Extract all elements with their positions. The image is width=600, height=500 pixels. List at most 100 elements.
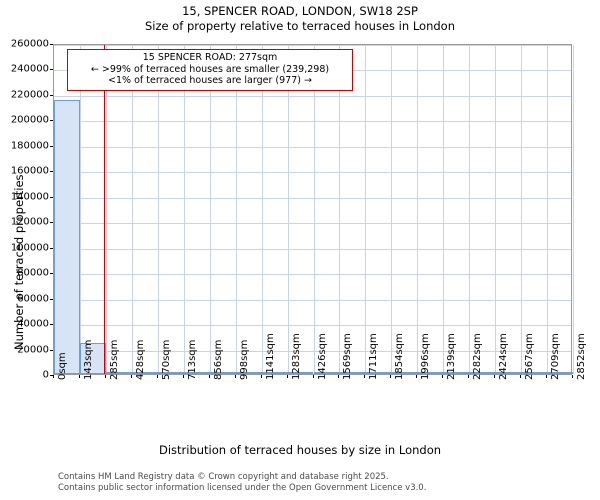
bar: [183, 372, 210, 374]
y-axis-tick-label: 240000: [10, 63, 49, 75]
y-axis-tick-mark: [50, 94, 53, 96]
gridline-vertical: [495, 45, 497, 374]
x-axis-tick-mark: [260, 375, 262, 378]
x-axis-tick-label: 2424sqm: [498, 333, 510, 380]
gridline-horizontal: [54, 172, 571, 174]
footer-line-2: Contains public sector information licen…: [58, 482, 427, 493]
gridline-horizontal: [54, 274, 571, 276]
x-axis-tick-label: 428sqm: [134, 339, 146, 380]
chart-title-block: 15, SPENCER ROAD, LONDON, SW18 2SP Size …: [0, 4, 600, 34]
x-axis-tick-label: 2139sqm: [446, 333, 458, 380]
gridline-vertical: [183, 45, 185, 374]
y-axis-tick-mark: [50, 298, 53, 300]
x-axis-tick-mark: [104, 375, 106, 378]
footer-attribution: Contains HM Land Registry data © Crown c…: [58, 472, 426, 493]
gridline-vertical: [235, 45, 237, 374]
bar: [391, 372, 418, 374]
annotation-line-1: 15 SPENCER ROAD: 277sqm: [142, 52, 278, 63]
y-axis-tick-label: 180000: [10, 140, 49, 152]
x-axis-tick-label: 0sqm: [57, 352, 68, 380]
x-axis-tick-mark: [364, 375, 366, 378]
x-axis-tick-mark: [156, 375, 158, 378]
y-axis-tick-mark: [50, 196, 53, 198]
x-axis-tick-mark: [338, 375, 340, 378]
y-axis-tick-mark: [50, 375, 53, 376]
x-axis-tick-mark: [182, 375, 184, 378]
y-axis-tick-mark: [50, 145, 53, 147]
x-axis-tick-mark: [442, 375, 444, 378]
gridline-vertical: [365, 45, 367, 374]
x-axis-tick-label: 1854sqm: [394, 333, 406, 380]
plot-area: 15 SPENCER ROAD: 277sqm ← >99% of terrace…: [53, 44, 574, 375]
gridline-vertical: [261, 45, 263, 374]
gridline-vertical: [79, 45, 81, 374]
x-axis-tick-mark: [53, 375, 54, 378]
x-axis-tick-label: 1283sqm: [290, 333, 302, 380]
gridline-vertical: [573, 45, 574, 374]
gridline-vertical: [287, 45, 289, 374]
gridline-horizontal: [54, 146, 571, 148]
annotation-line-2: ← >99% of terraced houses are smaller (2…: [90, 63, 330, 75]
bar: [131, 372, 158, 374]
chart-subtitle: Size of property relative to terraced ho…: [145, 19, 455, 33]
x-axis-tick-label: 2567sqm: [524, 333, 536, 380]
x-axis-tick-label: 1996sqm: [420, 333, 432, 380]
gridline-vertical: [157, 45, 159, 374]
x-axis-tick-label: 1141sqm: [264, 333, 276, 380]
gridline-vertical: [339, 45, 341, 374]
bar: [105, 372, 132, 374]
x-axis-tick-mark: [286, 375, 288, 378]
gridline-horizontal: [54, 197, 571, 199]
gridline-horizontal: [54, 45, 571, 46]
bar: [365, 372, 392, 374]
y-axis-tick-label: 260000: [10, 38, 49, 50]
bar: [209, 372, 236, 374]
x-axis-tick-label: 1711sqm: [368, 333, 380, 380]
x-axis-tick-label: 2282sqm: [472, 333, 484, 380]
x-axis-tick-mark: [468, 375, 470, 378]
x-axis-tick-label: 1569sqm: [342, 333, 354, 380]
bar: [495, 372, 522, 374]
bar: [339, 372, 366, 374]
gridline-horizontal: [54, 223, 571, 225]
chart-title: 15, SPENCER ROAD, LONDON, SW18 2SP: [182, 4, 418, 18]
y-axis-tick-label: 0: [42, 369, 49, 381]
x-axis-tick-mark: [416, 375, 418, 378]
gridline-vertical: [547, 45, 549, 374]
bar: [54, 100, 80, 374]
gridline-horizontal: [54, 121, 571, 123]
x-axis-tick-label: 856sqm: [212, 339, 224, 380]
gridline-vertical: [209, 45, 211, 374]
gridline-vertical: [131, 45, 133, 374]
gridline-vertical: [521, 45, 523, 374]
y-axis-tick-label: 160000: [10, 165, 49, 177]
gridline-vertical: [417, 45, 419, 374]
y-axis-tick-mark: [50, 120, 53, 122]
annotation-box: 15 SPENCER ROAD: 277sqm ← >99% of terrace…: [67, 49, 353, 91]
y-axis-tick-mark: [50, 69, 53, 71]
bar: [79, 343, 106, 374]
gridline-vertical: [313, 45, 315, 374]
x-axis-tick-label: 285sqm: [108, 339, 120, 380]
bar: [469, 372, 496, 374]
y-axis-tick-label: 100000: [10, 242, 49, 254]
y-axis-tick-label: 220000: [10, 89, 49, 101]
y-axis-tick-label: 60000: [17, 293, 49, 305]
y-axis-tick-mark: [50, 44, 53, 45]
bar: [235, 372, 262, 374]
x-axis-label: Distribution of terraced houses by size …: [158, 443, 442, 457]
footer-line-1: Contains HM Land Registry data © Crown c…: [58, 472, 389, 482]
gridline-vertical: [443, 45, 445, 374]
bar: [261, 372, 288, 374]
x-axis-tick-label: 713sqm: [186, 339, 198, 380]
x-axis-tick-mark: [234, 375, 236, 378]
bar: [521, 372, 548, 374]
y-axis-tick-label: 20000: [17, 344, 49, 356]
gridline-horizontal: [54, 95, 571, 97]
gridline-vertical: [105, 45, 107, 374]
y-axis-tick-mark: [50, 247, 53, 249]
x-axis-tick-mark: [312, 375, 314, 378]
y-axis-tick-label: 140000: [10, 191, 49, 203]
y-axis-tick-mark: [50, 273, 53, 275]
